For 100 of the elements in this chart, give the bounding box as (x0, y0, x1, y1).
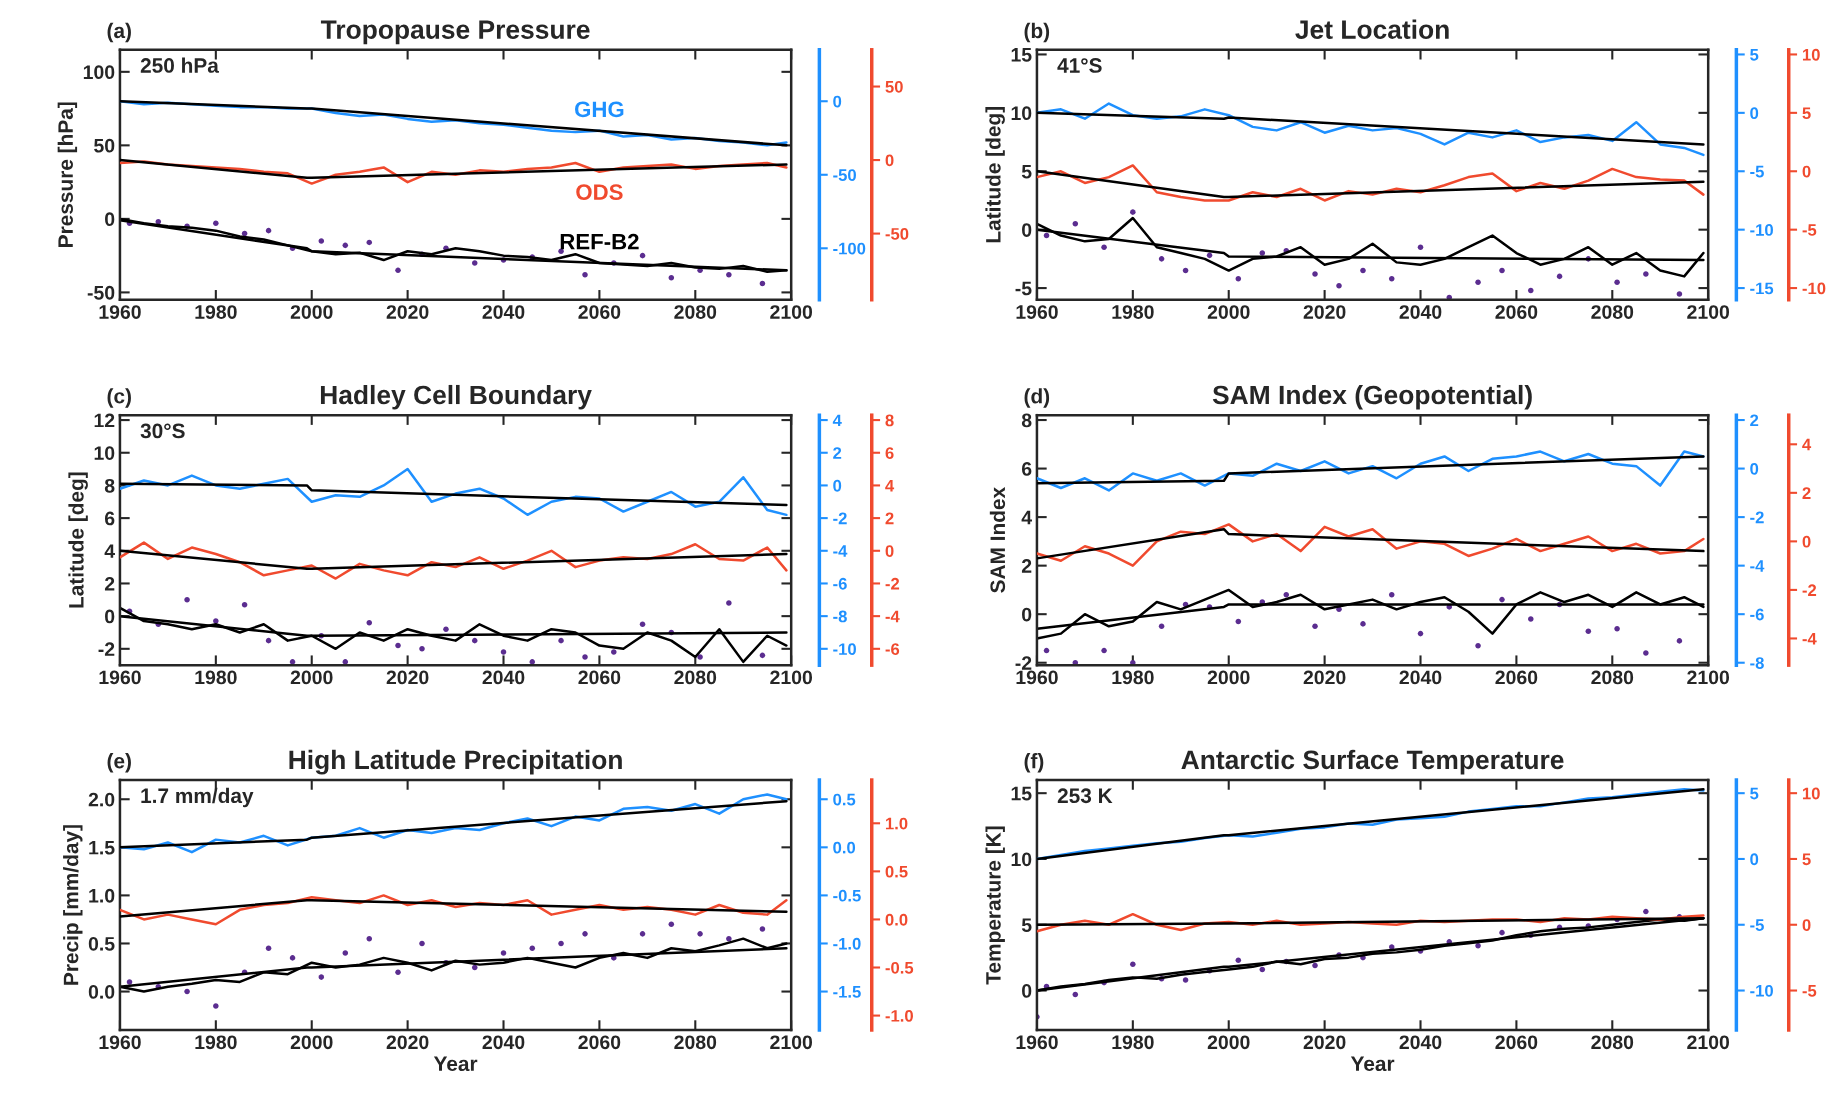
y3-tick-label: 8 (885, 414, 894, 427)
y-tick-label: -2 (98, 642, 115, 656)
y2-tick-label: 0.5 (833, 793, 856, 806)
y-tick-label: 0 (105, 609, 115, 624)
annotation: 1.7 mm/day (141, 787, 254, 808)
y2-tick-label: -10 (833, 643, 856, 656)
x-tick-label: 2060 (1495, 1035, 1538, 1050)
y3-tick-label: -5 (1802, 985, 1817, 997)
y2-tick-label: -4 (833, 545, 848, 557)
y-tick-label: 1.0 (89, 888, 115, 903)
y-tick-label: 2 (104, 576, 115, 591)
y2-tick-label: -5 (1750, 165, 1764, 178)
y-tick-label: 5 (1021, 918, 1032, 932)
y2-tick-label: -0.5 (833, 889, 861, 902)
y2-tick-label: -8 (1750, 657, 1764, 669)
y2-tick-label: 5 (1750, 787, 1759, 800)
x-tick-label: 2100 (1687, 305, 1730, 319)
y2-tick-label: -10 (1750, 224, 1773, 236)
y3-tick-label: -2 (1802, 584, 1817, 596)
x-tick-label: 2100 (1687, 1035, 1730, 1050)
x-tick-label: 2080 (1591, 1035, 1634, 1050)
x-tick-label: 2060 (1495, 670, 1538, 685)
chart-title: Antarctic Surface Temperature (1181, 749, 1564, 775)
x-tick-label: 2080 (1591, 305, 1634, 319)
y-tick-label: 8 (1021, 413, 1032, 428)
y-tick-label: 0.0 (88, 985, 115, 999)
y2-tick-label: 2 (1750, 414, 1759, 427)
y3-tick-label: 1.0 (885, 817, 908, 830)
y-tick-label: 0 (1022, 984, 1032, 998)
y2-tick-label: -2 (833, 512, 847, 525)
chart-title: High Latitude Precipitation (289, 749, 622, 775)
x-axis-title: Year (1350, 1056, 1395, 1072)
y2-tick-label: -100 (833, 242, 866, 255)
y3-tick-label: 0.0 (885, 913, 908, 926)
x-tick-label: 1960 (1016, 1035, 1058, 1050)
y2-tick-label: -1.0 (833, 937, 861, 950)
y2-tick-label: -10 (1750, 984, 1773, 997)
y3-tick-label: 50 (885, 80, 903, 93)
y-tick-label: 12 (94, 413, 115, 428)
y3-tick-label: 0 (885, 154, 894, 167)
y-axis-title: SAM Index (989, 487, 1006, 593)
y-tick-label: -50 (87, 285, 115, 300)
y2-tick-label: -5 (1750, 919, 1764, 931)
y-tick-label: 4 (1021, 510, 1032, 525)
y2-tick-label: -6 (833, 577, 847, 590)
x-tick-label: 2080 (674, 305, 717, 319)
y-tick-label: 50 (94, 138, 115, 153)
y3-tick-label: -5 (1802, 224, 1817, 236)
x-axis-title: Year (433, 1056, 478, 1072)
x-tick-label: 2060 (578, 670, 621, 685)
text: (a) (107, 22, 131, 43)
y2-tick-label: -8 (833, 610, 847, 623)
y3-tick-label: 2 (885, 512, 894, 525)
x-tick-label: 2020 (386, 670, 429, 685)
x-tick-label: 2040 (1399, 670, 1442, 685)
x-tick-label: 2020 (386, 1035, 429, 1050)
y-tick-label: 8 (104, 478, 115, 493)
y2-tick-label: 0 (1750, 462, 1759, 475)
x-tick-label: 2040 (482, 670, 525, 685)
x-tick-label: 1980 (1112, 1035, 1154, 1050)
y-axis-title: Pressure [hPa] (57, 102, 78, 247)
y2-tick-label: 0 (1750, 853, 1759, 866)
x-tick-label: 2000 (290, 670, 333, 685)
y3-tick-label: -1.0 (885, 1009, 913, 1022)
y3-tick-label: 10 (1802, 48, 1820, 61)
x-tick-label: 2080 (674, 1035, 717, 1050)
y3-tick-label: 0 (1802, 919, 1811, 931)
y-axis-title: Latitude [deg] (68, 472, 88, 608)
y-axis-title: Precip [mm/day] (63, 825, 83, 985)
series-label: REF-B2 (560, 233, 639, 250)
x-tick-label: 2000 (1207, 1035, 1250, 1050)
y-tick-label: 10 (1011, 106, 1032, 121)
y-tick-label: 2 (1021, 559, 1032, 573)
annotation: 250 hPa (140, 57, 219, 73)
text: (e) (107, 753, 131, 773)
x-tick-label: 2060 (578, 1035, 621, 1050)
y3-tick-label: -6 (885, 643, 900, 656)
x-tick-label: 2000 (1207, 670, 1250, 685)
x-tick-label: 2040 (482, 1035, 525, 1050)
x-tick-label: 2040 (1399, 1035, 1442, 1050)
y2-tick-label: 0 (833, 95, 842, 108)
y-tick-label: 2.0 (88, 792, 115, 807)
x-tick-label: 2100 (770, 670, 813, 685)
y-tick-label: 10 (94, 446, 115, 460)
chart-title: SAM Index (Geopotential) (1212, 384, 1532, 410)
x-tick-label: 2100 (1687, 670, 1730, 685)
y3-tick-label: -4 (1802, 633, 1817, 645)
text: (c) (107, 388, 131, 408)
y-tick-label: -5 (1015, 281, 1032, 296)
x-tick-label: 2040 (482, 305, 525, 319)
y-tick-label: 0 (1022, 223, 1032, 237)
y-tick-label: 15 (1011, 786, 1032, 801)
text: (b) (1024, 22, 1050, 43)
x-tick-label: 1960 (99, 305, 141, 319)
y-tick-label: 100 (83, 65, 115, 80)
y-tick-label: 6 (1021, 462, 1032, 476)
x-tick-label: 2020 (1303, 670, 1346, 685)
y2-tick-label: -15 (1750, 282, 1774, 295)
y2-tick-label: 5 (1750, 49, 1759, 61)
x-tick-label: 1980 (195, 305, 237, 319)
